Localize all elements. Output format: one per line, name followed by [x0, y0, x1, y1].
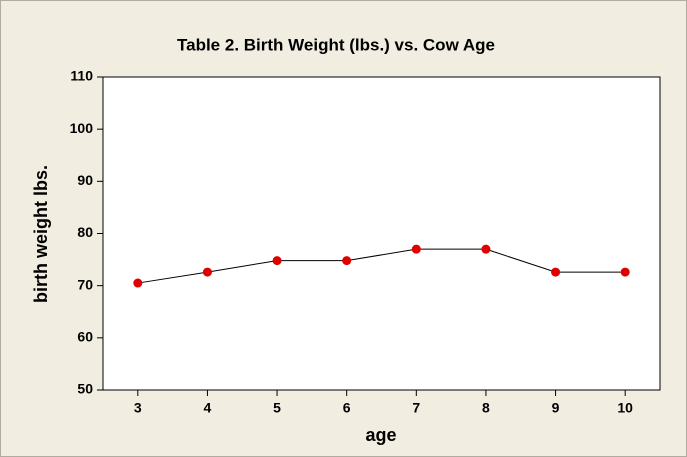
- x-axis-label: age: [365, 425, 396, 445]
- y-tick-label: 50: [77, 381, 93, 397]
- y-tick-label: 90: [77, 172, 93, 188]
- data-point: [411, 244, 421, 254]
- data-point: [620, 267, 630, 277]
- x-tick-label: 10: [617, 400, 633, 416]
- data-point: [272, 256, 282, 266]
- y-tick-label: 110: [70, 68, 93, 84]
- x-tick-label: 7: [412, 400, 420, 416]
- data-point: [202, 267, 212, 277]
- data-point: [551, 267, 561, 277]
- y-tick-label: 70: [77, 276, 93, 292]
- series-line: [137, 248, 626, 284]
- plot-area: [102, 76, 661, 391]
- x-tick-label: 5: [273, 400, 281, 416]
- x-tick-label: 4: [204, 400, 212, 416]
- y-tick-label: 60: [77, 329, 93, 345]
- data-point: [133, 278, 143, 288]
- data-point: [481, 244, 491, 254]
- y-tick-label: 100: [70, 120, 94, 136]
- data-point: [342, 256, 352, 266]
- x-tick-label: 6: [343, 400, 351, 416]
- x-tick-label: 8: [482, 400, 490, 416]
- y-tick-label: 80: [77, 224, 93, 240]
- x-tick-label: 3: [134, 400, 142, 416]
- y-axis-label: birth weight lbs.: [31, 165, 51, 303]
- chart-title: Table 2. Birth Weight (lbs.) vs. Cow Age: [177, 35, 495, 54]
- x-tick-label: 9: [552, 400, 560, 416]
